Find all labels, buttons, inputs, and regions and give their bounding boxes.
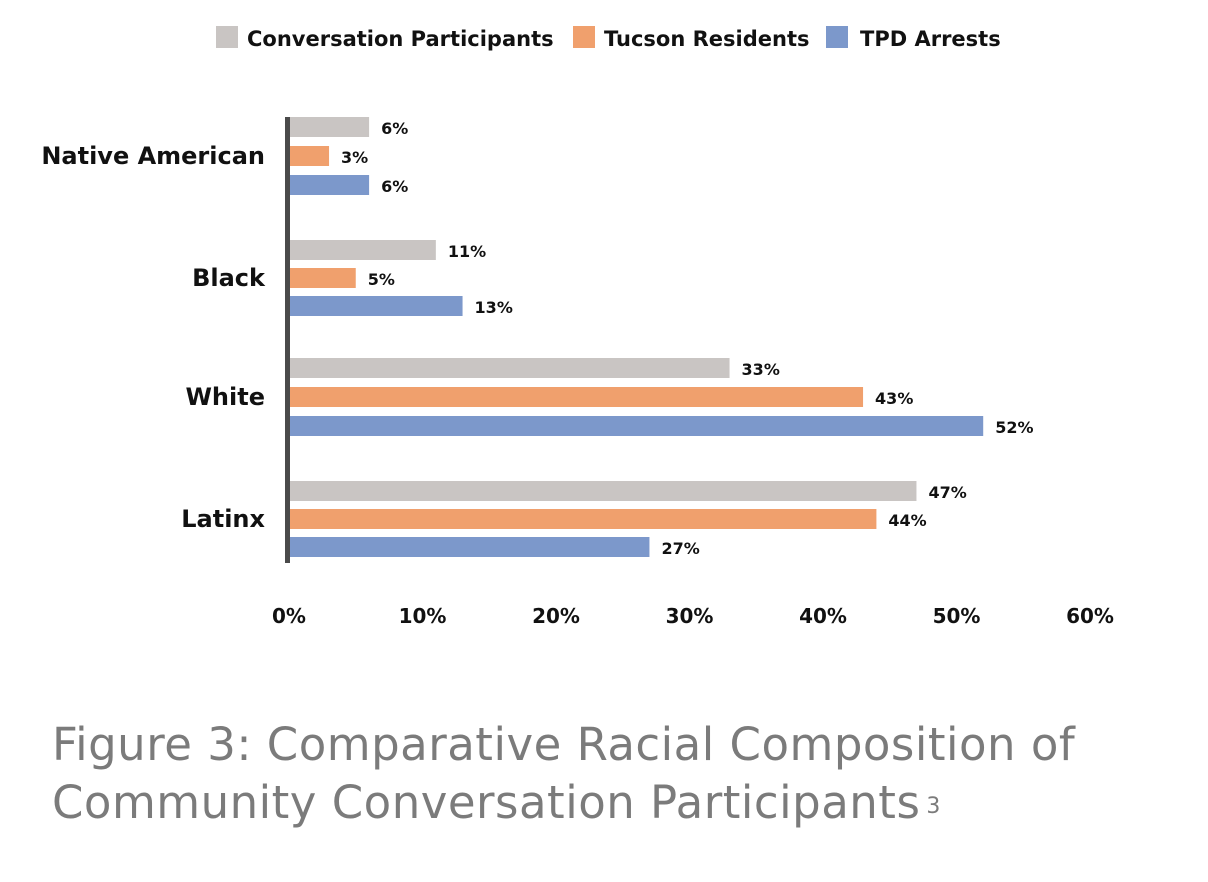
bar-white-conversation-participants (289, 358, 730, 378)
caption-footnote: 3 (926, 794, 941, 819)
category-label-black: Black (192, 264, 266, 292)
x-tick-label-10: 10% (399, 604, 447, 628)
x-tick-label-40: 40% (799, 604, 847, 628)
value-label-black-tucson-residents: 5% (368, 270, 395, 289)
bar-latinx-tucson-residents (289, 509, 877, 529)
bar-black-tucson-residents (289, 268, 356, 288)
bar-native-american-conversation-participants (289, 117, 370, 137)
value-label-latinx-tucson-residents: 44% (888, 511, 926, 530)
legend-label-tucson-residents: Tucson Residents (604, 27, 809, 51)
value-label-native-american-tpd-arrests: 6% (381, 177, 408, 196)
value-label-native-american-tucson-residents: 3% (341, 148, 368, 167)
value-label-black-tpd-arrests: 13% (475, 298, 513, 317)
legend-swatch-conversation-participants (216, 26, 238, 48)
legend-label-tpd-arrests: TPD Arrests (860, 27, 1001, 51)
bar-latinx-conversation-participants (289, 481, 917, 501)
x-tick-label-50: 50% (933, 604, 981, 628)
value-label-native-american-conversation-participants: 6% (381, 119, 408, 138)
x-tick-label-0: 0% (272, 604, 306, 628)
value-label-latinx-conversation-participants: 47% (928, 483, 966, 502)
value-label-latinx-tpd-arrests: 27% (661, 539, 699, 558)
bar-native-american-tpd-arrests (289, 175, 370, 195)
bar-latinx-tpd-arrests (289, 537, 650, 557)
caption-line-2: Community Conversation Participants 3 (52, 774, 1202, 832)
bar-chart: Conversation Participants Tucson Resident… (41, 26, 1114, 628)
bar-native-american-tucson-residents (289, 146, 330, 166)
value-label-white-tpd-arrests: 52% (995, 418, 1033, 437)
bar-black-tpd-arrests (289, 296, 463, 316)
value-label-white-tucson-residents: 43% (875, 389, 913, 408)
y-axis-line (285, 117, 290, 563)
legend-swatch-tucson-residents (573, 26, 595, 48)
category-label-latinx: Latinx (181, 505, 265, 533)
bar-black-conversation-participants (289, 240, 436, 260)
x-tick-label-30: 30% (666, 604, 714, 628)
figure-caption: Figure 3: Comparative Racial Composition… (52, 716, 1202, 832)
x-tick-label-20: 20% (532, 604, 580, 628)
category-label-native-american: Native American (41, 142, 265, 170)
legend-swatch-tpd-arrests (826, 26, 848, 48)
caption-line-1: Figure 3: Comparative Racial Composition… (52, 718, 1076, 771)
legend-label-conversation-participants: Conversation Participants (247, 27, 554, 51)
bar-white-tpd-arrests (289, 416, 984, 436)
value-label-black-conversation-participants: 11% (448, 242, 486, 261)
caption-line-2-text: Community Conversation Participants (52, 776, 921, 829)
x-tick-label-60: 60% (1066, 604, 1114, 628)
value-label-white-conversation-participants: 33% (742, 360, 780, 379)
category-label-white: White (185, 383, 265, 411)
bar-white-tucson-residents (289, 387, 864, 407)
